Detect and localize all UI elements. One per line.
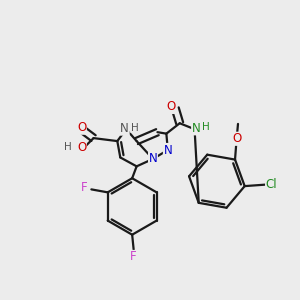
Text: H: H: [64, 142, 72, 152]
Text: Cl: Cl: [266, 178, 277, 191]
Text: O: O: [77, 121, 86, 134]
Text: N: N: [148, 152, 157, 165]
Text: O: O: [232, 132, 241, 145]
Text: F: F: [81, 182, 87, 194]
Text: O: O: [166, 100, 176, 113]
Text: H: H: [131, 123, 138, 133]
Text: N: N: [120, 122, 129, 135]
Text: N: N: [164, 143, 172, 157]
Text: F: F: [130, 250, 137, 263]
Text: H: H: [202, 122, 210, 132]
Text: N: N: [192, 122, 200, 135]
Text: O: O: [77, 140, 86, 154]
